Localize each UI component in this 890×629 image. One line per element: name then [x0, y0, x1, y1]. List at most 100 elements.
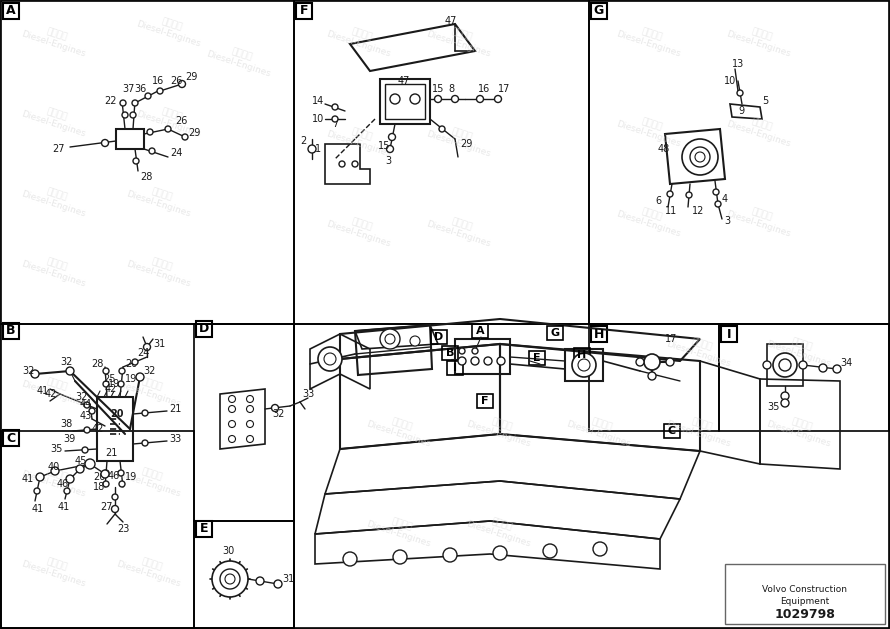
Bar: [3, 323, 19, 339]
Bar: [472, 324, 488, 338]
Text: D: D: [434, 332, 443, 342]
Text: 3: 3: [385, 156, 391, 166]
Text: F: F: [300, 4, 308, 18]
Text: 46: 46: [57, 479, 69, 489]
Text: 28: 28: [140, 172, 152, 182]
Circle shape: [66, 475, 74, 483]
Circle shape: [779, 359, 791, 371]
Text: 26: 26: [170, 76, 182, 86]
Text: 41: 41: [22, 474, 34, 484]
Circle shape: [648, 372, 656, 380]
Circle shape: [82, 447, 88, 453]
Text: 10: 10: [312, 114, 324, 124]
Text: 31: 31: [282, 574, 295, 584]
Circle shape: [136, 373, 144, 381]
Text: 41: 41: [58, 502, 70, 512]
Text: 柴发动力
Diesel-Engines: 柴发动力 Diesel-Engines: [365, 509, 435, 548]
Text: 柴发动力
Diesel-Engines: 柴发动力 Diesel-Engines: [365, 409, 435, 448]
Text: A: A: [475, 326, 484, 336]
Circle shape: [256, 577, 264, 585]
Text: 13: 13: [732, 59, 744, 69]
Circle shape: [130, 112, 136, 118]
Circle shape: [410, 94, 420, 104]
Circle shape: [225, 574, 235, 584]
Text: 35: 35: [767, 402, 780, 412]
Text: 柴发动力
Diesel-Engines: 柴发动力 Diesel-Engines: [20, 250, 90, 289]
Text: 10: 10: [724, 76, 736, 86]
Text: E: E: [199, 523, 208, 535]
Circle shape: [101, 470, 109, 478]
Text: B: B: [6, 325, 16, 338]
Text: G: G: [594, 4, 604, 18]
Text: 21: 21: [105, 448, 117, 458]
Text: 27: 27: [52, 144, 64, 154]
Bar: [721, 326, 737, 342]
Text: G: G: [550, 328, 560, 338]
Text: 21: 21: [169, 404, 182, 414]
Text: 47: 47: [445, 16, 457, 26]
Text: 42: 42: [92, 424, 104, 434]
Text: 38: 38: [60, 419, 72, 429]
Text: 柴发动力
Diesel-Engines: 柴发动力 Diesel-Engines: [425, 209, 495, 248]
Circle shape: [247, 435, 254, 442]
Circle shape: [476, 96, 483, 103]
Bar: [3, 3, 19, 19]
Text: 2: 2: [300, 136, 306, 146]
Bar: [431, 330, 447, 344]
Circle shape: [247, 406, 254, 413]
Bar: [116, 129, 144, 149]
Circle shape: [112, 494, 118, 500]
Circle shape: [51, 467, 59, 475]
Circle shape: [229, 396, 236, 403]
Circle shape: [695, 152, 705, 162]
Circle shape: [229, 406, 236, 413]
Circle shape: [434, 96, 441, 103]
Text: 35: 35: [50, 444, 62, 454]
Text: 18: 18: [93, 482, 105, 492]
Circle shape: [451, 96, 458, 103]
Text: 30: 30: [222, 546, 234, 556]
Circle shape: [247, 396, 254, 403]
Bar: [385, 84, 425, 119]
Text: 27: 27: [100, 502, 112, 512]
Bar: [1, 431, 194, 628]
Bar: [565, 349, 603, 381]
Text: 29: 29: [188, 128, 200, 138]
Text: 柴发动力
Diesel-Engines: 柴发动力 Diesel-Engines: [125, 250, 195, 289]
Text: 7: 7: [332, 119, 338, 129]
Text: 5: 5: [762, 96, 768, 106]
Circle shape: [103, 368, 109, 374]
Circle shape: [380, 329, 400, 349]
Text: 15: 15: [432, 84, 444, 94]
Circle shape: [147, 129, 153, 135]
Text: 柴发动力
Diesel-Engines: 柴发动力 Diesel-Engines: [765, 409, 835, 448]
Text: 44: 44: [80, 399, 93, 409]
Circle shape: [781, 392, 789, 400]
Text: 柴发动力
Diesel-Engines: 柴发动力 Diesel-Engines: [20, 369, 90, 409]
Circle shape: [543, 544, 557, 558]
Circle shape: [439, 126, 445, 132]
Circle shape: [497, 357, 505, 365]
Circle shape: [142, 410, 148, 416]
Text: 16: 16: [478, 84, 490, 94]
Circle shape: [799, 361, 807, 369]
Circle shape: [572, 353, 596, 377]
Circle shape: [471, 357, 479, 365]
Bar: [3, 430, 19, 446]
Text: 柴发动力
Diesel-Engines: 柴发动力 Diesel-Engines: [465, 509, 535, 548]
Text: 柴发动力
Diesel-Engines: 柴发动力 Diesel-Engines: [565, 409, 635, 448]
Text: 14: 14: [312, 96, 324, 106]
Text: 柴发动力
Diesel-Engines: 柴发动力 Diesel-Engines: [765, 330, 835, 369]
Text: 柴发动力
Diesel-Engines: 柴发动力 Diesel-Engines: [725, 19, 795, 58]
Text: 柴发动力
Diesel-Engines: 柴发动力 Diesel-Engines: [20, 99, 90, 138]
Text: 43: 43: [80, 411, 93, 421]
Circle shape: [484, 357, 492, 365]
Circle shape: [119, 481, 125, 487]
Circle shape: [31, 370, 39, 378]
Text: 9: 9: [738, 106, 744, 116]
Text: 19: 19: [125, 374, 137, 384]
Bar: [1, 324, 294, 628]
Circle shape: [410, 336, 420, 346]
Bar: [442, 346, 458, 360]
Text: A: A: [6, 4, 16, 18]
